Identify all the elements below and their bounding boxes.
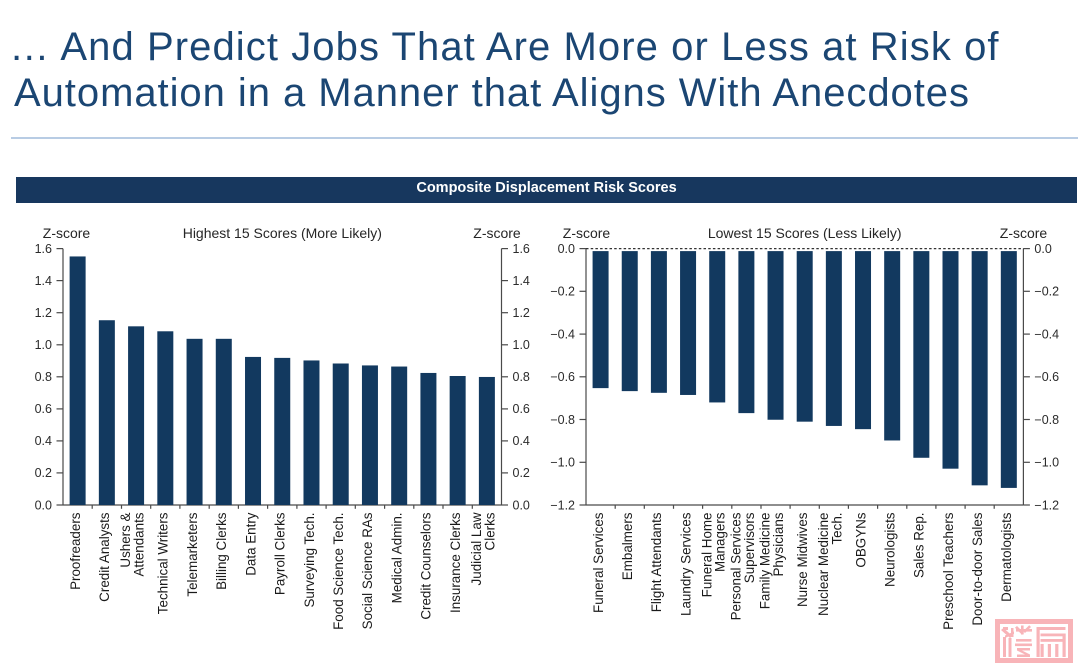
svg-text:Credit Counselors: Credit Counselors <box>419 512 434 619</box>
svg-text:Proofreaders: Proofreaders <box>68 512 83 590</box>
svg-text:Neurologists: Neurologists <box>883 512 898 587</box>
svg-text:1.6: 1.6 <box>35 242 52 256</box>
svg-text:Nuclear Medicine: Nuclear Medicine <box>816 513 831 616</box>
svg-text:−0.6: −0.6 <box>550 370 575 384</box>
svg-text:−1.2: −1.2 <box>550 498 575 512</box>
svg-text:Z-score: Z-score <box>563 225 611 241</box>
svg-text:0.0: 0.0 <box>558 242 575 256</box>
svg-text:1.0: 1.0 <box>35 338 52 352</box>
svg-text:Sales Rep.: Sales Rep. <box>912 513 927 579</box>
svg-text:−0.8: −0.8 <box>550 413 575 427</box>
svg-text:Clerks: Clerks <box>482 512 497 550</box>
svg-text:−1.2: −1.2 <box>1034 498 1059 512</box>
svg-text:Credit Analysts: Credit Analysts <box>97 512 112 602</box>
svg-text:0.8: 0.8 <box>35 370 52 384</box>
svg-text:Surveying Tech.: Surveying Tech. <box>302 513 317 608</box>
svg-text:Personal Services: Personal Services <box>729 512 744 620</box>
svg-text:Family Medicine: Family Medicine <box>758 513 773 610</box>
svg-text:Dermatologists: Dermatologists <box>999 512 1014 602</box>
svg-text:0.2: 0.2 <box>513 466 530 480</box>
svg-text:Insurance Clerks: Insurance Clerks <box>448 512 463 613</box>
svg-text:0.2: 0.2 <box>35 466 52 480</box>
svg-text:OBGYNs: OBGYNs <box>853 512 868 567</box>
svg-text:Data Entry: Data Entry <box>243 512 258 576</box>
svg-text:Z-score: Z-score <box>43 225 91 241</box>
svg-text:0.0: 0.0 <box>513 498 530 512</box>
svg-text:−1.0: −1.0 <box>1034 456 1059 470</box>
svg-text:0.6: 0.6 <box>35 402 52 416</box>
svg-text:−0.2: −0.2 <box>1034 285 1059 299</box>
svg-text:Lowest 15 Scores (Less Likely): Lowest 15 Scores (Less Likely) <box>708 225 902 241</box>
svg-text:−0.4: −0.4 <box>550 327 575 341</box>
svg-text:Embalmers: Embalmers <box>620 512 635 580</box>
svg-text:1.2: 1.2 <box>513 306 530 320</box>
svg-text:Billing Clerks: Billing Clerks <box>214 512 229 590</box>
svg-text:Funeral Home: Funeral Home <box>699 513 714 598</box>
svg-text:Food Science Tech.: Food Science Tech. <box>331 513 346 630</box>
svg-text:Door-to-door Sales: Door-to-door Sales <box>970 512 985 625</box>
svg-text:Preschool Teachers: Preschool Teachers <box>941 512 956 630</box>
svg-text:1.0: 1.0 <box>513 338 530 352</box>
svg-text:0.4: 0.4 <box>35 434 52 448</box>
svg-text:0.0: 0.0 <box>1034 242 1051 256</box>
svg-text:0.6: 0.6 <box>513 402 530 416</box>
svg-text:−0.8: −0.8 <box>1034 413 1059 427</box>
svg-text:Supervisors: Supervisors <box>742 512 757 583</box>
svg-text:Tech.: Tech. <box>829 513 844 545</box>
svg-text:−0.2: −0.2 <box>550 285 575 299</box>
svg-text:−0.6: −0.6 <box>1034 370 1059 384</box>
svg-text:Laundry Services: Laundry Services <box>678 512 693 616</box>
svg-text:Judicial Law: Judicial Law <box>469 512 484 585</box>
svg-text:−0.4: −0.4 <box>1034 327 1059 341</box>
svg-text:Social Science RAs: Social Science RAs <box>360 512 375 629</box>
svg-text:Z-score: Z-score <box>473 225 521 241</box>
svg-text:0.4: 0.4 <box>513 434 530 448</box>
svg-text:Funeral Services: Funeral Services <box>591 512 606 613</box>
svg-text:Payroll Clerks: Payroll Clerks <box>273 512 288 595</box>
svg-text:1.6: 1.6 <box>513 242 530 256</box>
svg-text:Medical Admin.: Medical Admin. <box>390 513 405 604</box>
svg-text:Attendants: Attendants <box>132 512 147 576</box>
svg-text:1.4: 1.4 <box>35 274 52 288</box>
svg-text:1.2: 1.2 <box>35 306 52 320</box>
svg-text:Z-score: Z-score <box>1000 225 1048 241</box>
svg-text:Highest 15 Scores (More Likely: Highest 15 Scores (More Likely) <box>183 225 382 241</box>
svg-text:0.8: 0.8 <box>513 370 530 384</box>
svg-text:1.4: 1.4 <box>513 274 530 288</box>
svg-text:Flight Attendants: Flight Attendants <box>649 512 664 612</box>
svg-text:Managers: Managers <box>713 512 728 572</box>
svg-text:0.0: 0.0 <box>35 498 52 512</box>
svg-text:−1.0: −1.0 <box>550 456 575 470</box>
svg-text:Telemarketers: Telemarketers <box>185 512 200 596</box>
svg-text:Ushers &: Ushers & <box>118 512 133 567</box>
svg-text:Technical Writers: Technical Writers <box>156 512 171 614</box>
svg-text:Physicians: Physicians <box>771 512 786 576</box>
svg-text:Nurse Midwives: Nurse Midwives <box>795 512 810 607</box>
